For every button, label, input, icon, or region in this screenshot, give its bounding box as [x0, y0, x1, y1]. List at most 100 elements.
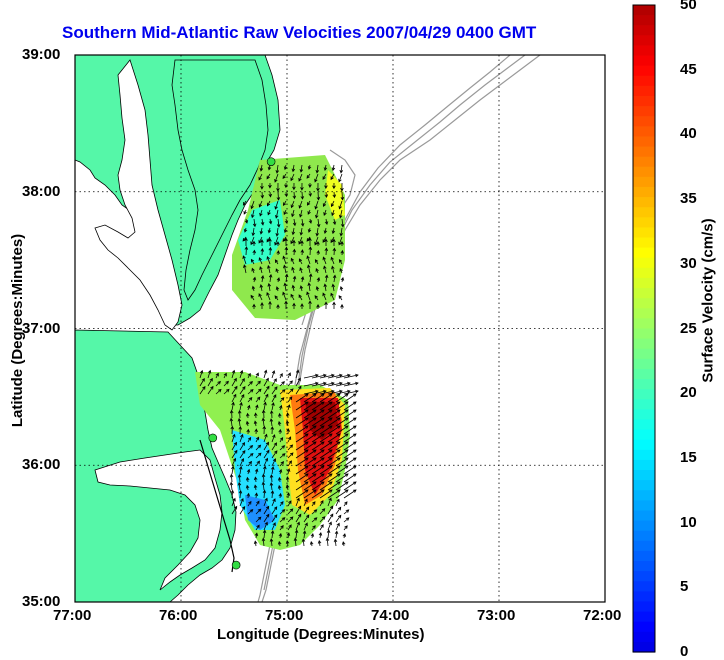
velocity-arrow: [231, 433, 236, 443]
velocity-arrow: [278, 428, 282, 435]
velocity-arrow: [274, 209, 279, 219]
velocity-arrow: [231, 505, 238, 515]
velocity-arrow: [259, 284, 264, 292]
velocity-field-north: [232, 155, 345, 320]
velocity-arrow: [268, 273, 273, 283]
velocity-arrow: [247, 436, 252, 443]
velocity-arrow: [271, 514, 278, 523]
velocity-arrow: [322, 173, 327, 180]
velocity-arrow: [271, 394, 277, 403]
velocity-arrow: [271, 378, 277, 387]
colorbar-segment: [633, 65, 655, 77]
velocity-arrow: [207, 369, 212, 379]
velocity-arrow: [287, 372, 291, 379]
velocity-arrow: [319, 393, 333, 403]
velocity-arrow: [239, 442, 245, 451]
velocity-arrow: [223, 380, 229, 387]
velocity-arrow: [343, 417, 357, 427]
colorbar-segment: [633, 197, 655, 208]
velocity-arrow: [294, 529, 299, 539]
velocity-arrow: [335, 401, 349, 411]
velocity-arrow: [231, 457, 237, 467]
colorbar-tick-label: 25: [680, 319, 697, 337]
map-frame: [74, 54, 606, 603]
velocity-arrow: [290, 293, 295, 301]
velocity-arrow: [251, 227, 256, 237]
velocity-arrow: [260, 248, 265, 256]
velocity-arrow: [231, 449, 238, 459]
colorbar-segment: [633, 5, 655, 16]
velocity-arrow: [267, 264, 271, 274]
velocity-arrow: [315, 227, 320, 237]
colorbar-segment: [633, 500, 655, 512]
velocity-arrow: [295, 441, 309, 451]
velocity-arrow: [295, 457, 309, 467]
colorbar-segment: [633, 449, 655, 461]
velocity-arrow: [271, 386, 278, 395]
velocity-arrow: [245, 484, 250, 491]
velocity-arrow: [335, 457, 349, 467]
x-tick-label: 73:00: [477, 607, 516, 624]
velocity-arrow: [247, 380, 253, 387]
velocity-arrow: [275, 268, 279, 274]
velocity-arrow: [279, 517, 286, 523]
colorbar-segment: [633, 338, 655, 350]
velocity-arrow: [255, 388, 262, 395]
velocity-arrow: [306, 173, 311, 179]
colorbar-tick-label: 40: [680, 125, 697, 143]
velocity-arrow: [300, 240, 304, 247]
velocity-arrow: [266, 173, 271, 180]
velocity-arrow: [319, 389, 335, 395]
velocity-arrow: [278, 492, 283, 499]
velocity-arrow: [282, 200, 287, 207]
velocity-arrow: [343, 465, 357, 475]
velocity-arrow: [274, 173, 279, 183]
velocity-arrow: [279, 509, 286, 515]
velocity-arrow: [332, 238, 336, 247]
velocity-arrow: [251, 285, 256, 292]
colorbar-segment: [633, 611, 655, 623]
velocity-arrow: [254, 468, 259, 475]
velocity-arrow: [239, 393, 245, 403]
colorbar-segment: [633, 267, 655, 279]
velocity-arrow: [330, 256, 335, 265]
velocity-arrow: [246, 492, 251, 499]
velocity-arrow: [303, 457, 317, 467]
y-axis-label: Latitude (Degrees:Minutes): [9, 233, 27, 427]
velocity-arrow: [303, 465, 317, 475]
velocity-arrow: [299, 164, 304, 173]
velocity-arrow: [286, 468, 291, 475]
velocity-arrow: [250, 294, 255, 301]
velocity-arrow: [239, 433, 244, 443]
velocity-arrow: [303, 481, 317, 491]
velocity-arrow: [253, 476, 258, 483]
velocity-arrow: [279, 461, 285, 467]
velocity-arrow: [271, 498, 276, 507]
velocity-arrow: [253, 540, 258, 547]
velocity-arrow: [308, 218, 313, 224]
velocity-arrow: [215, 372, 219, 379]
velocity-arrow: [239, 378, 245, 387]
velocity-arrow: [323, 164, 328, 172]
velocity-arrow: [271, 458, 277, 467]
velocity-arrow: [255, 524, 260, 531]
velocity-arrow: [300, 218, 305, 227]
velocity-arrow: [306, 255, 311, 265]
velocity-arrow: [311, 389, 327, 395]
velocity-arrow: [292, 218, 297, 227]
velocity-arrow: [242, 200, 247, 206]
velocity-arrow: [283, 164, 288, 171]
velocity-arrow: [269, 482, 274, 491]
velocity-arrow: [295, 425, 309, 435]
velocity-arrow: [292, 239, 296, 247]
colorbar-segment: [633, 459, 655, 471]
velocity-arrow: [311, 465, 325, 475]
colorbar-segment: [633, 510, 655, 522]
velocity-arrow: [215, 380, 221, 387]
velocity-arrow: [254, 532, 259, 539]
velocity-arrow: [293, 537, 298, 547]
outer-banks: [199, 439, 235, 573]
colorbar-tick-label: 30: [680, 254, 697, 272]
velocity-arrow: [303, 417, 317, 427]
velocity-arrow: [340, 191, 345, 201]
